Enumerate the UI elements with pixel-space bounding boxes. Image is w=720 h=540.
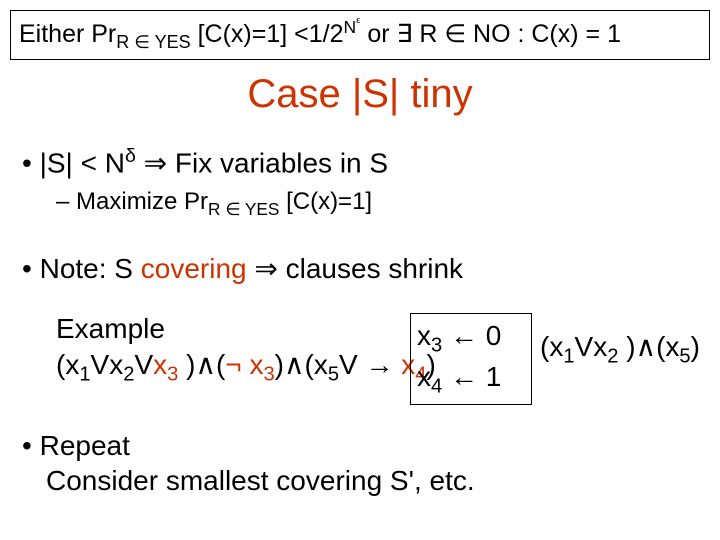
result-expression: (x1Vx2 )∧(x5) bbox=[540, 330, 700, 369]
bullet-note-covering: • Note: S covering ⇒ clauses shrink bbox=[22, 252, 463, 285]
subbullet-maximize: – Maximize PrR ∈ YES [C(x)=1] bbox=[56, 188, 372, 220]
example-expression: (x1Vx2Vx3 )∧(¬ x3)∧(x5V → x4) bbox=[56, 348, 436, 387]
bullet-consider: Consider smallest covering S', etc. bbox=[46, 465, 475, 497]
header-formula-box: Either PrR ∈ YES [C(x)=1] <1/2Nε or ∃ R … bbox=[10, 10, 710, 60]
example-label: Example bbox=[56, 313, 165, 345]
slide-title: Case |S| tiny bbox=[0, 72, 720, 117]
assign-line-2: x4 ← 1 bbox=[417, 359, 525, 400]
bullet-repeat: • Repeat bbox=[22, 430, 130, 462]
assignment-box: x3 ← 0 x4 ← 1 bbox=[410, 313, 532, 405]
bullet-s-small: • |S| < Nδ ⇒ Fix variables in S bbox=[22, 145, 388, 179]
assign-line-1: x3 ← 0 bbox=[417, 318, 525, 359]
header-text: Either PrR ∈ YES [C(x)=1] <1/2Nε or ∃ R … bbox=[19, 20, 621, 48]
